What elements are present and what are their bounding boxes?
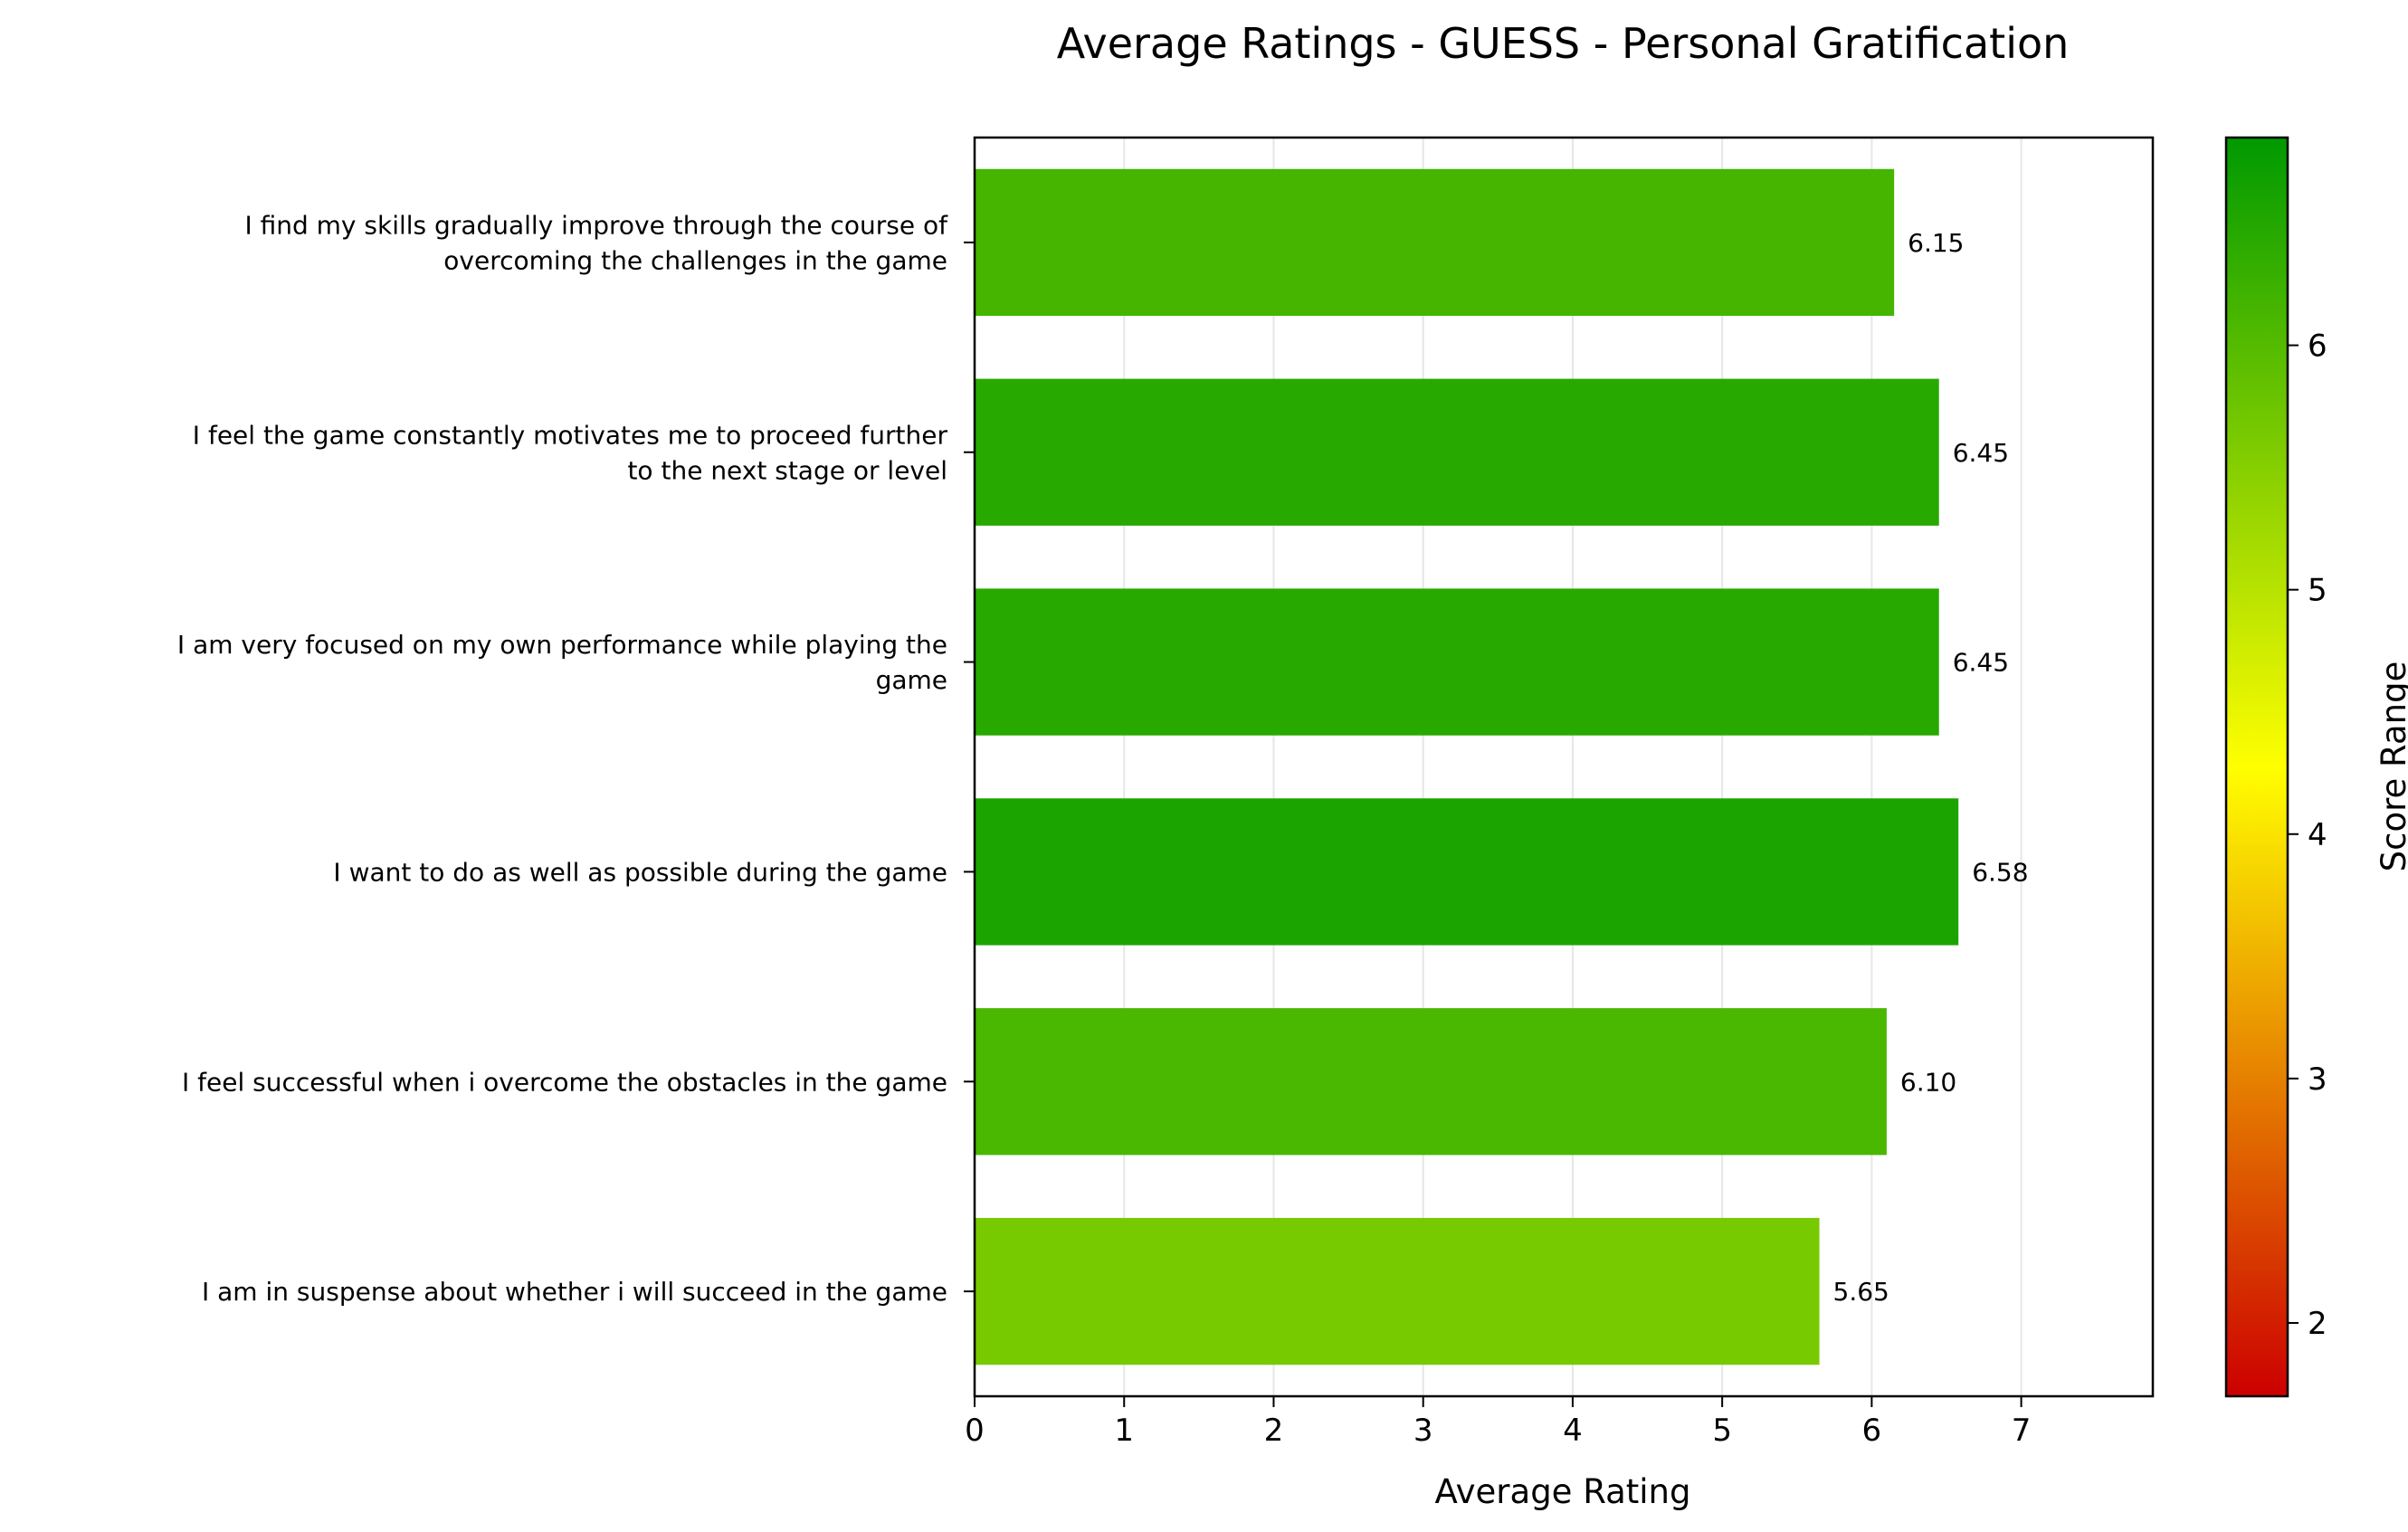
y-tick-label-0-1: overcoming the challenges in the game [443,245,947,275]
colorbar [2224,136,2289,1398]
colorbar-label: Score Range [2375,661,2408,872]
y-tick-label-1-1: to the next stage or level [627,455,947,485]
y-tick-label-0-0: I find my skills gradually improve throu… [244,210,948,240]
x-tick-label-5: 5 [1712,1413,1732,1449]
y-tick-label-3-0: I want to do as well as possible during … [333,857,947,887]
y-tick-label-4-0: I feel successful when i overcome the ob… [182,1067,947,1097]
colorbar-ticks: 2 3 4 5 6 [2288,328,2327,1342]
y-tick-label-5-0: I am in suspense about whether i will su… [202,1277,947,1307]
y-tick-labels: I find my skills gradually improve throu… [177,210,975,1307]
x-tick-labels: 0 1 2 3 4 5 6 7 [965,1396,2031,1449]
x-tick-label-1: 1 [1114,1413,1134,1449]
y-tick-label-1-0: I feel the game constantly motivates me … [193,420,948,450]
value-label-3: 6.58 [1972,857,2028,887]
colorbar-tick-label-3: 5 [2308,573,2327,609]
bar-1 [975,378,1939,526]
bars [975,168,1959,1365]
x-tick-label-0: 0 [965,1413,985,1449]
chart-title: Average Ratings - GUESS - Personal Grati… [1057,19,2070,68]
bar-2 [975,588,1939,736]
bar-3 [975,798,1959,946]
grid [974,138,2023,1396]
y-tick-label-2-0: I am very focused on my own performance … [177,630,947,660]
colorbar-tick-label-0: 2 [2308,1306,2327,1342]
value-label-2: 6.45 [1953,648,2009,678]
colorbar-tick-label-2: 4 [2308,817,2327,853]
x-tick-label-4: 4 [1563,1413,1583,1449]
x-axis-label: Average Rating [1435,1472,1691,1511]
value-label-1: 6.45 [1953,438,2009,468]
x-tick-label-2: 2 [1264,1413,1284,1449]
bar-5 [975,1217,1820,1365]
y-tick-label-2-1: game [876,665,947,695]
x-tick-label-3: 3 [1413,1413,1433,1449]
value-label-4: 6.10 [1900,1067,1956,1097]
colorbar-tick-label-1: 3 [2308,1061,2327,1098]
value-label-0: 6.15 [1908,228,1964,258]
x-tick-label-7: 7 [2012,1413,2032,1449]
value-label-5: 5.65 [1833,1277,1889,1307]
bar-4 [975,1008,1887,1156]
value-labels: 6.15 6.45 6.45 6.58 6.10 5.65 [1833,228,2029,1307]
plot-frame [973,136,2155,1398]
colorbar-tick-label-4: 6 [2308,328,2327,365]
x-tick-label-6: 6 [1862,1413,1882,1449]
bar-0 [975,168,1895,317]
